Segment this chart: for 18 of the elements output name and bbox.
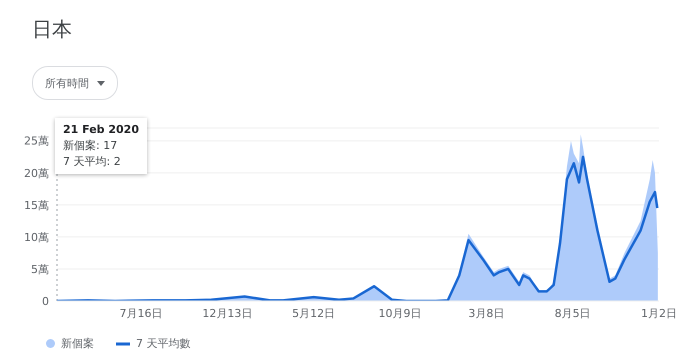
x-tick-label: 5月12日 <box>292 306 336 320</box>
y-tick-label: 0 <box>42 294 49 308</box>
legend-label: 新個案 <box>61 336 94 351</box>
x-tick-label: 1月2日 <box>641 306 677 320</box>
annotation: 21 Feb 2020 新個案: 17 7 天平均: 2 <box>63 122 139 170</box>
y-tick-label: 10萬 <box>24 230 49 244</box>
x-tick-label: 12月13日 <box>202 306 252 320</box>
y-tick-label: 20萬 <box>24 166 49 180</box>
legend-label: 7 天平均數 <box>136 336 190 351</box>
x-tick-label: 10月9日 <box>378 306 422 320</box>
y-tick-label: 15萬 <box>24 198 49 212</box>
time-range-dropdown: 所有時間 <box>32 66 118 100</box>
x-tick-label: 7月16日 <box>120 306 163 320</box>
y-tick-label: 25萬 <box>24 134 49 148</box>
chart-title: 日本 <box>32 16 72 43</box>
x-tick-label: 3月8日 <box>468 306 504 320</box>
y-tick-label: 5萬 <box>31 262 49 276</box>
x-tick-label: 8月5日 <box>554 306 591 320</box>
